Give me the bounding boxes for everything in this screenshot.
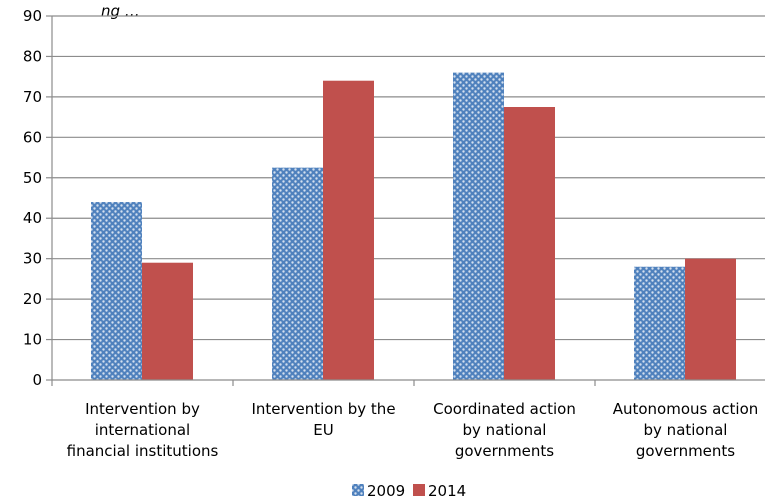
top-fragment-text: ng … bbox=[101, 2, 140, 20]
y-tick-label: 80 bbox=[23, 47, 42, 65]
bars bbox=[91, 72, 736, 380]
bar-2009-3 bbox=[634, 266, 685, 380]
y-tick-label: 40 bbox=[23, 209, 42, 227]
y-tick-label: 0 bbox=[32, 371, 42, 389]
x-category-label: Intervention by international financial in… bbox=[67, 400, 219, 460]
bar-2009-0 bbox=[91, 202, 142, 380]
bar-2014-0 bbox=[142, 262, 193, 380]
legend-label-2009: 2009 bbox=[367, 482, 405, 500]
legend-label-2014: 2014 bbox=[428, 482, 466, 500]
y-tick-label: 30 bbox=[23, 250, 42, 268]
legend-swatch-2009 bbox=[352, 484, 364, 496]
category-labels: Intervention by international financial in… bbox=[67, 400, 759, 460]
legend-swatch-2014 bbox=[413, 484, 425, 496]
x-category-label: Autonomous action by national governments bbox=[613, 400, 759, 460]
bar-2014-1 bbox=[323, 80, 374, 380]
bar-2014-3 bbox=[685, 258, 736, 380]
y-tick-label: 50 bbox=[23, 169, 42, 187]
x-category-label: Coordinated action by national governments bbox=[433, 400, 576, 460]
y-tick-label: 70 bbox=[23, 88, 42, 106]
bar-2014-2 bbox=[504, 107, 555, 380]
x-category-label: Intervention by the EU bbox=[251, 400, 395, 439]
legend: 2009 2014 bbox=[352, 482, 466, 500]
bar-2009-2 bbox=[453, 72, 504, 380]
bar-2009-1 bbox=[272, 167, 323, 380]
y-tick-label: 60 bbox=[23, 128, 42, 146]
y-tick-label: 90 bbox=[23, 7, 42, 25]
y-axis-ticks: 0 10 20 30 40 50 60 70 80 90 bbox=[23, 7, 52, 389]
y-tick-label: 20 bbox=[23, 290, 42, 308]
y-tick-label: 10 bbox=[23, 331, 42, 349]
axes bbox=[51, 16, 765, 386]
